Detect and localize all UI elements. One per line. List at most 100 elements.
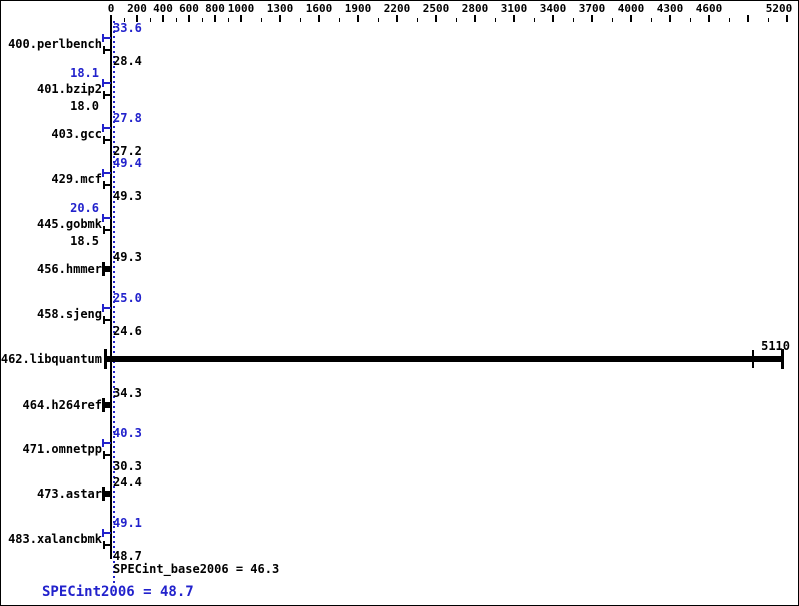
value-label: 24.4 — [113, 475, 142, 489]
peak-bar-cap — [102, 529, 104, 537]
summary-base-text: SPECint_base2006 = 46.3 — [113, 562, 280, 576]
axis-tick-label: 1000 — [227, 2, 255, 15]
axis-tick-label: 4300 — [656, 2, 684, 15]
axis-tick-label: 400 — [153, 2, 173, 15]
bar-median-cap — [752, 350, 754, 368]
axis-tick-label: 2200 — [383, 2, 411, 15]
peak-bar-cap — [102, 34, 104, 42]
benchmark-label: 456.hmmer — [36, 262, 102, 276]
benchmark-label: 458.sjeng — [36, 307, 102, 321]
y-axis-line — [110, 15, 112, 559]
peak-bar-line — [104, 127, 111, 129]
benchmark-label: 401.bzip2 — [36, 82, 102, 96]
axis-tick — [214, 15, 216, 22]
peak-bar-line — [104, 442, 111, 444]
axis-tick — [176, 18, 177, 22]
bar-body — [107, 356, 784, 362]
mean-dotted-line — [113, 21, 115, 584]
axis-tick — [747, 15, 749, 22]
base-bar-cap — [103, 316, 105, 324]
base-bar-cap — [103, 451, 105, 459]
peak-bar-cap — [102, 439, 104, 447]
base-bar-cap — [103, 181, 105, 189]
axis-tick — [455, 18, 457, 22]
peak-bar-cap — [102, 304, 104, 312]
axis-tick — [533, 18, 535, 22]
axis-tick — [124, 18, 125, 22]
axis-tick — [689, 18, 691, 22]
axis-tick-label: 1600 — [305, 2, 333, 15]
axis-tick — [767, 18, 769, 22]
axis-tick — [260, 18, 262, 22]
peak-value-label: 27.8 — [113, 111, 142, 125]
peak-value-label: 33.6 — [113, 21, 142, 35]
axis-tick — [377, 18, 379, 22]
axis-tick — [650, 18, 652, 22]
axis-tick — [416, 18, 418, 22]
axis-tick — [396, 15, 398, 22]
peak-value-label: 25.0 — [113, 291, 142, 305]
axis-tick — [494, 18, 496, 22]
value-label: 34.3 — [113, 386, 142, 400]
axis-tick-label: 600 — [179, 2, 199, 15]
axis-tick-label: 0 — [107, 2, 115, 15]
peak-bar-line — [104, 172, 111, 174]
axis-tick-label: 2800 — [461, 2, 489, 15]
base-bar-cap — [103, 91, 105, 99]
base-bar-cap — [103, 541, 105, 549]
base-value-label: 49.3 — [113, 189, 142, 203]
base-value-label: 18.5 — [70, 234, 99, 248]
axis-tick — [318, 15, 320, 22]
axis-tick — [708, 15, 710, 22]
axis-tick — [552, 15, 554, 22]
bar-line — [104, 491, 111, 497]
peak-bar-line — [104, 82, 111, 84]
base-bar-cap — [103, 226, 105, 234]
axis-tick — [357, 15, 359, 22]
peak-value-label: 49.1 — [113, 516, 142, 530]
bar-cap — [102, 262, 105, 276]
axis-tick-label: 3700 — [578, 2, 606, 15]
peak-bar-line — [104, 307, 111, 309]
peak-bar-line — [104, 217, 111, 219]
axis-tick-label: 3100 — [500, 2, 528, 15]
base-bar-line — [105, 49, 111, 51]
value-label: 5110 — [761, 339, 790, 353]
axis-tick-label: 4600 — [695, 2, 723, 15]
base-bar-line — [105, 229, 111, 231]
axis-tick-label: 1900 — [344, 2, 372, 15]
axis-tick — [611, 18, 613, 22]
axis-tick — [136, 15, 138, 22]
axis-tick — [474, 15, 476, 22]
peak-bar-cap — [102, 79, 104, 87]
axis-tick — [279, 15, 281, 22]
axis-tick-label: 3400 — [539, 2, 567, 15]
axis-tick-label: 5200 — [765, 2, 793, 15]
benchmark-label: 471.omnetpp — [22, 442, 102, 456]
peak-value-label: 18.1 — [70, 66, 99, 80]
bar-line — [104, 266, 111, 272]
axis-tick — [110, 15, 112, 22]
axis-tick — [188, 15, 190, 22]
benchmark-label: 483.xalancbmk — [8, 532, 102, 546]
axis-tick-label: 200 — [127, 2, 147, 15]
peak-bar-cap — [102, 169, 104, 177]
peak-bar-line — [104, 532, 111, 534]
axis-tick — [513, 15, 515, 22]
benchmark-label: 445.gobmk — [36, 217, 102, 231]
axis-tick — [240, 15, 242, 22]
axis-tick — [572, 18, 574, 22]
bar-end-cap — [781, 349, 784, 369]
value-label: 49.3 — [113, 250, 142, 264]
benchmark-label: 429.mcf — [51, 172, 102, 186]
base-value-label: 18.0 — [70, 99, 99, 113]
axis-tick — [299, 18, 301, 22]
axis-tick-label: 800 — [205, 2, 225, 15]
base-bar-line — [105, 454, 111, 456]
axis-tick — [228, 18, 229, 22]
axis-tick — [435, 15, 437, 22]
base-bar-line — [105, 544, 111, 546]
base-bar-line — [105, 94, 111, 96]
base-value-label: 48.7 — [113, 549, 142, 563]
